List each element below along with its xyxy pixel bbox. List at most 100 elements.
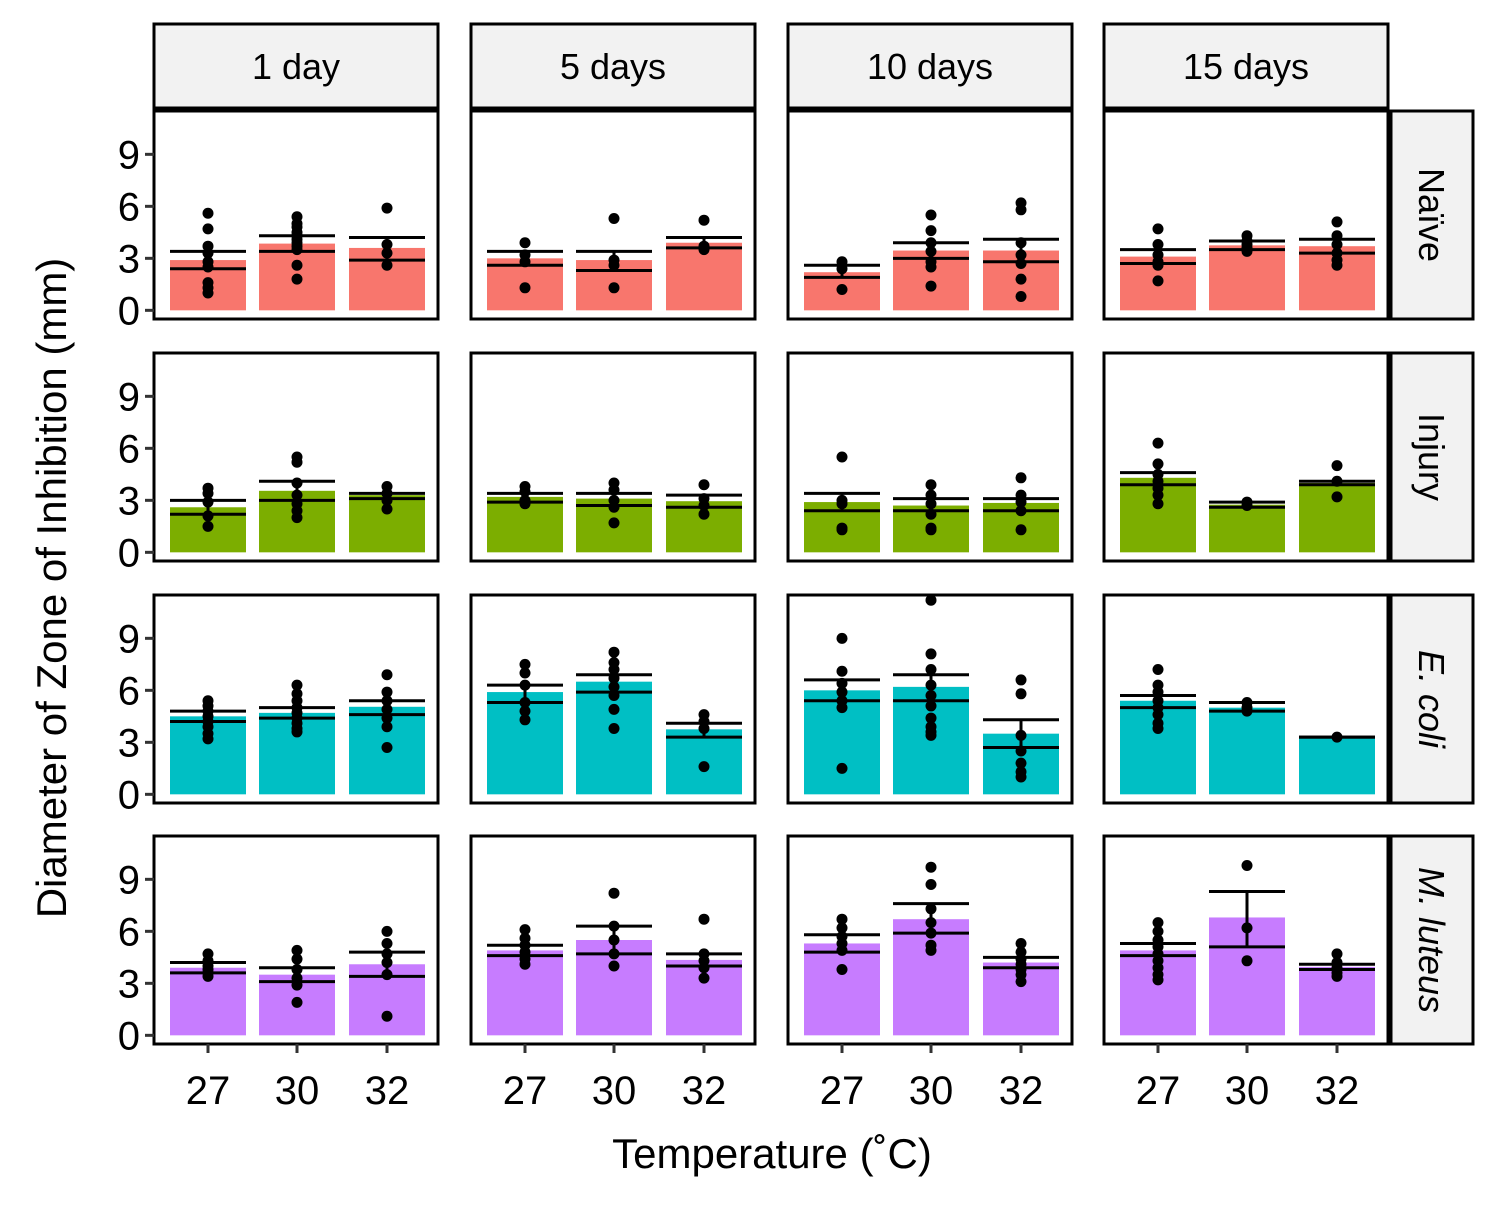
data-point (519, 498, 531, 510)
data-point (608, 517, 620, 529)
panel (1102, 593, 1390, 805)
data-point (1015, 729, 1027, 741)
data-point (1152, 722, 1164, 734)
data-point (1015, 937, 1027, 949)
y-tick-label: 6 (118, 669, 140, 713)
panel-border (786, 351, 1074, 563)
data-point (381, 742, 393, 754)
row-strip-label: E. coli (1411, 650, 1452, 749)
column-strip-label: 1 day (252, 46, 340, 87)
data-point (1152, 974, 1164, 986)
data-point (202, 247, 214, 259)
y-tick-label: 6 (118, 185, 140, 229)
data-point (1241, 245, 1253, 257)
data-point (1152, 259, 1164, 271)
column-strip-4 (1102, 22, 1390, 110)
data-point (1015, 273, 1027, 285)
data-point (381, 247, 393, 259)
data-point (608, 501, 620, 513)
data-point (698, 508, 710, 520)
data-point (836, 451, 848, 463)
column-strip-1 (152, 22, 440, 110)
data-point (608, 948, 620, 960)
data-point (925, 861, 937, 873)
data-point (925, 524, 937, 536)
data-point (1331, 491, 1343, 503)
data-point (1331, 238, 1343, 250)
data-point (698, 913, 710, 925)
data-point (202, 733, 214, 745)
data-point (1015, 688, 1027, 700)
x-axes: 27 30 32 27 30 32 27 30 32 27 30 32 (186, 1044, 1359, 1113)
data-point (925, 280, 937, 292)
data-point (1152, 686, 1164, 698)
panel (786, 593, 1074, 805)
data-point (925, 508, 937, 520)
data-point (608, 259, 620, 271)
data-point (381, 202, 393, 214)
data-point (291, 477, 303, 489)
data-point (1015, 204, 1027, 216)
x-axis: 27 30 32 (1136, 1044, 1359, 1113)
data-point (519, 679, 531, 691)
data-point (836, 498, 848, 510)
data-point (925, 237, 937, 249)
data-point (381, 238, 393, 250)
data-point (381, 937, 393, 949)
y-axis: 0 3 6 9 (118, 375, 154, 575)
data-point (1241, 705, 1253, 717)
data-point (698, 500, 710, 512)
row-strip-label: M. luteus (1411, 867, 1452, 1013)
data-point (291, 679, 303, 691)
data-point (698, 761, 710, 773)
row-strip-2 (1389, 351, 1475, 563)
data-point (608, 703, 620, 715)
panel-border (152, 351, 440, 563)
x-tick-label: 30 (909, 1069, 954, 1113)
column-strips: 1 day 5 days 10 days 15 days (152, 22, 1390, 110)
data-point (381, 669, 393, 681)
y-tick-label: 3 (118, 962, 140, 1006)
y-axis: 0 3 6 9 (118, 858, 154, 1058)
data-point (698, 214, 710, 226)
x-tick-label: 30 (592, 1069, 637, 1113)
data-point (608, 960, 620, 972)
data-point (1015, 290, 1027, 302)
panel (469, 593, 757, 805)
data-point (925, 927, 937, 939)
data-point (608, 672, 620, 684)
data-point (1015, 771, 1027, 783)
panel (1102, 109, 1390, 321)
data-point (291, 979, 303, 991)
data-point (381, 969, 393, 981)
data-point (519, 282, 531, 294)
data-point (1015, 249, 1027, 261)
panels (152, 109, 1390, 1046)
data-point (202, 970, 214, 982)
data-point (202, 207, 214, 219)
bar (1299, 737, 1375, 795)
data-point (925, 664, 937, 676)
data-point (1015, 237, 1027, 249)
x-axis-title: Temperature (˚C) (612, 1130, 932, 1177)
column-strip-label: 15 days (1183, 46, 1309, 87)
data-point (608, 484, 620, 496)
data-point (1015, 472, 1027, 484)
data-point (381, 948, 393, 960)
data-point (836, 686, 848, 698)
data-point (925, 917, 937, 929)
data-point (608, 681, 620, 693)
column-strip-label: 5 days (560, 46, 666, 87)
data-point (925, 489, 937, 501)
bar (1209, 504, 1285, 553)
data-point (836, 944, 848, 956)
data-point (608, 212, 620, 224)
panel (469, 109, 757, 321)
data-point (1331, 259, 1343, 271)
data-point (519, 696, 531, 708)
data-point (608, 934, 620, 946)
x-axis: 27 30 32 (186, 1044, 409, 1113)
data-point (836, 922, 848, 934)
panel (152, 593, 440, 805)
panel-border (469, 351, 757, 563)
